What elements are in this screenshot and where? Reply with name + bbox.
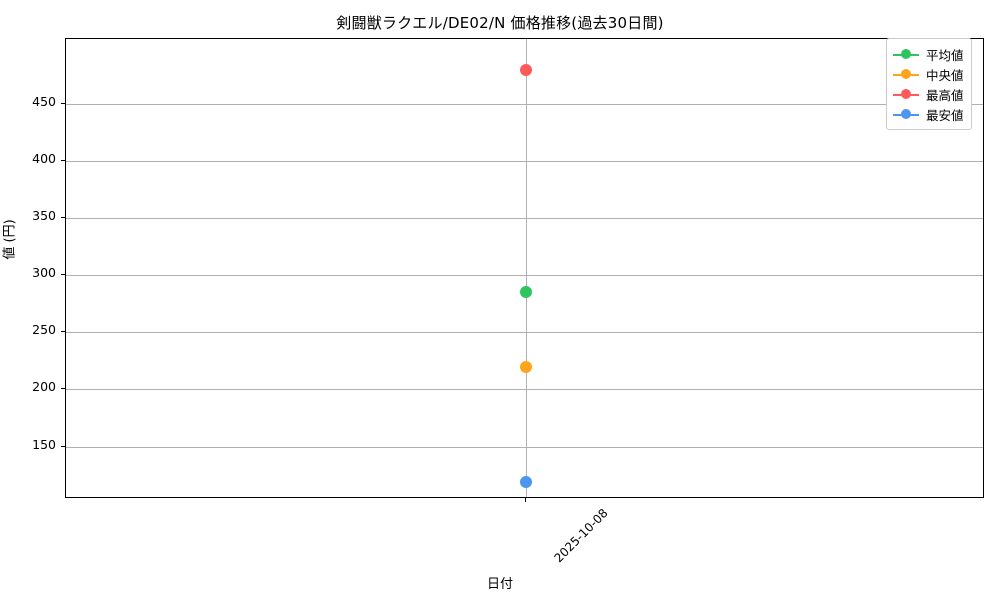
gridline-horizontal	[66, 161, 983, 163]
y-tick-mark	[61, 445, 65, 447]
legend-item[interactable]: 中央値	[893, 64, 964, 84]
y-tick-label: 150	[32, 436, 56, 452]
y-axis-title: 値 (円)	[2, 219, 18, 260]
y-tick-label: 400	[32, 151, 56, 167]
legend-marker-icon	[893, 88, 919, 100]
legend-label: 平均値	[926, 47, 964, 63]
x-tick-mark	[524, 498, 526, 502]
y-tick-mark	[61, 331, 65, 333]
x-tick-label: 2025-10-08	[550, 506, 611, 566]
gridline-horizontal	[66, 104, 983, 106]
legend-marker-icon	[893, 108, 919, 120]
chart-legend[interactable]: 平均値中央値最高値最安値	[886, 38, 972, 130]
data-point[interactable]	[519, 360, 532, 373]
y-tick-label: 200	[32, 379, 56, 395]
y-tick-label: 350	[32, 208, 56, 224]
y-tick-label: 250	[32, 322, 56, 338]
y-tick-label: 300	[32, 265, 56, 281]
legend-label: 最安値	[926, 107, 964, 123]
legend-item[interactable]: 最高値	[893, 84, 964, 104]
data-point[interactable]	[519, 63, 532, 76]
plot-area	[65, 38, 984, 498]
data-point[interactable]	[519, 475, 532, 488]
gridline-horizontal	[66, 218, 983, 220]
y-tick-mark	[61, 160, 65, 162]
y-tick-mark	[61, 274, 65, 276]
chart-title: 剣闘獣ラクエル/DE02/N 価格推移(過去30日間)	[336, 14, 664, 32]
gridline-horizontal	[66, 332, 983, 334]
y-tick-mark	[61, 217, 65, 219]
plot-canvas	[66, 39, 983, 497]
data-point[interactable]	[519, 286, 532, 299]
legend-marker-icon	[893, 68, 919, 80]
legend-item[interactable]: 最安値	[893, 104, 964, 124]
legend-label: 最高値	[926, 87, 964, 103]
legend-item[interactable]: 平均値	[893, 44, 964, 64]
y-tick-label: 450	[32, 94, 56, 110]
gridline-vertical	[525, 39, 527, 497]
legend-label: 中央値	[926, 67, 964, 83]
gridline-horizontal	[66, 275, 983, 277]
gridline-horizontal	[66, 389, 983, 391]
y-tick-mark	[61, 388, 65, 390]
gridline-horizontal	[66, 446, 983, 448]
x-axis-title: 日付	[486, 577, 513, 592]
legend-marker-icon	[893, 48, 919, 60]
y-tick-mark	[61, 103, 65, 105]
